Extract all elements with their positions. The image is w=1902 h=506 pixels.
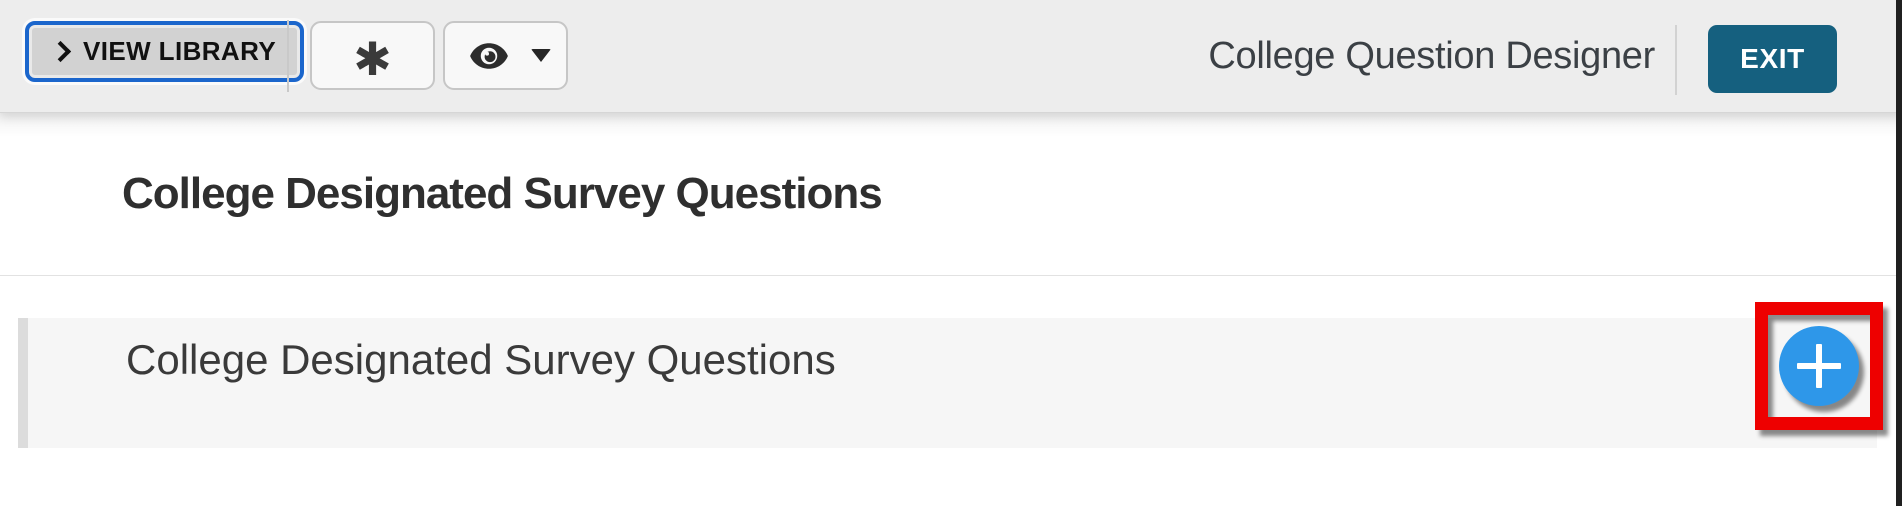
asterisk-icon: ✱ bbox=[353, 32, 392, 85]
row-label: College Designated Survey Questions bbox=[126, 336, 836, 383]
preview-dropdown-button[interactable] bbox=[443, 21, 568, 90]
annotation-highlight-rect bbox=[1755, 302, 1883, 430]
survey-question-group-row: College Designated Survey Questions bbox=[18, 318, 1877, 448]
chevron-right-icon bbox=[49, 40, 72, 63]
required-asterisk-button[interactable]: ✱ bbox=[310, 21, 435, 90]
toolbar: VIEW LIBRARY ✱ College Question Designer… bbox=[0, 0, 1902, 113]
view-library-button[interactable]: VIEW LIBRARY bbox=[25, 21, 305, 82]
page-title: College Designated Survey Questions bbox=[122, 169, 883, 218]
row-left-strip bbox=[18, 318, 28, 448]
screen-right-border bbox=[1896, 0, 1902, 506]
plus-icon bbox=[1779, 326, 1859, 406]
app-title: College Question Designer bbox=[1208, 35, 1655, 77]
caret-down-icon bbox=[531, 49, 551, 62]
toolbar-divider bbox=[287, 20, 289, 92]
view-library-label: VIEW LIBRARY bbox=[83, 36, 277, 66]
toolbar-divider bbox=[1675, 25, 1677, 95]
exit-button[interactable]: EXIT bbox=[1708, 25, 1837, 93]
heading-section: College Designated Survey Questions bbox=[0, 113, 1902, 276]
eye-icon bbox=[460, 35, 518, 77]
add-question-button[interactable] bbox=[1779, 326, 1859, 406]
